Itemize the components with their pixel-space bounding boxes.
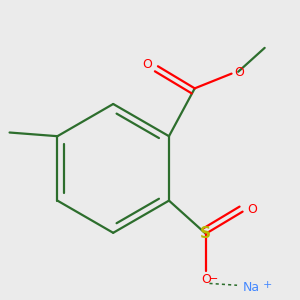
Text: +: + <box>263 280 272 290</box>
Text: O: O <box>235 66 244 79</box>
Text: S: S <box>200 226 211 241</box>
Text: −: − <box>209 274 219 284</box>
Text: O: O <box>201 273 211 286</box>
Text: O: O <box>247 203 257 216</box>
Text: Na: Na <box>243 280 260 294</box>
Text: O: O <box>143 58 153 71</box>
